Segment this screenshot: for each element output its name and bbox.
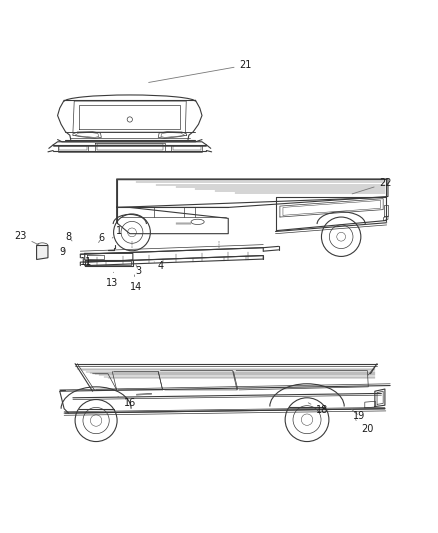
Text: 22: 22 — [351, 179, 391, 194]
Text: 9: 9 — [59, 247, 65, 257]
Text: 1: 1 — [112, 225, 122, 238]
Text: 16: 16 — [118, 397, 136, 408]
Text: 6: 6 — [98, 233, 104, 243]
Text: 3: 3 — [135, 265, 141, 276]
Text: 8: 8 — [65, 232, 72, 242]
Text: 11: 11 — [80, 257, 92, 267]
Text: 23: 23 — [14, 231, 39, 245]
Polygon shape — [36, 246, 48, 260]
Text: 20: 20 — [355, 419, 373, 434]
Text: 14: 14 — [130, 275, 142, 292]
Text: 13: 13 — [106, 272, 118, 288]
Text: 21: 21 — [148, 60, 251, 83]
Text: 18: 18 — [307, 403, 328, 415]
Text: 4: 4 — [154, 261, 163, 271]
Text: 19: 19 — [351, 410, 365, 421]
